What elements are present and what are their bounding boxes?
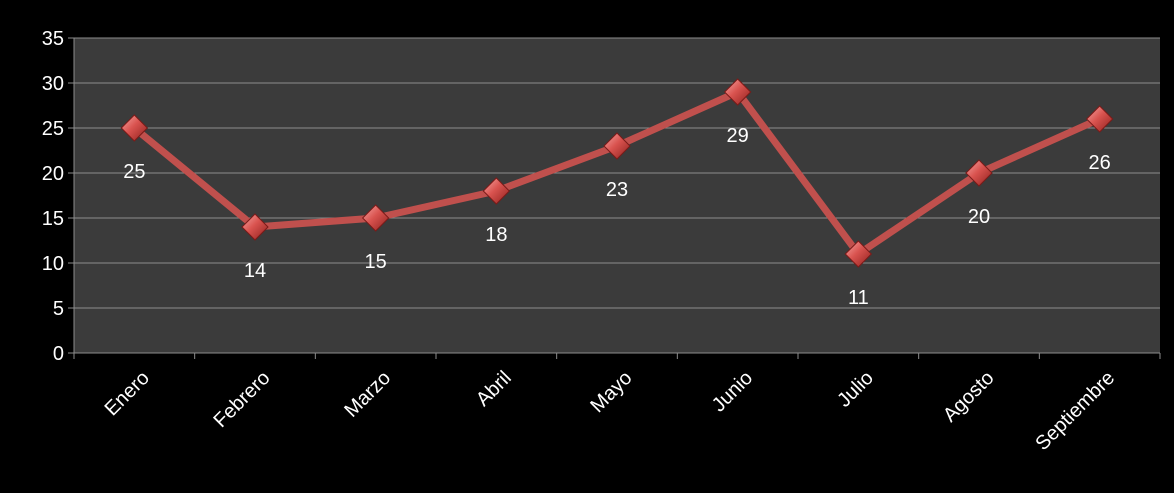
y-tick-label: 15 [42,208,64,230]
data-label: 25 [123,161,145,183]
x-tick-label: Enero [101,367,154,420]
data-label: 18 [485,224,507,246]
data-point-marker [965,159,993,187]
data-point-marker [120,114,149,142]
data-point-marker [241,213,269,241]
x-tick-label: Agosto [939,367,999,427]
y-tick-label: 35 [42,28,64,50]
data-label: 15 [365,251,387,273]
series-markers [120,78,1114,268]
data-labels: 25 14 15 18 23 29 11 20 26 [123,125,1111,309]
data-point-marker [723,78,752,106]
x-tick-label: Febrero [209,367,274,432]
y-tick-label: 25 [42,118,64,140]
x-tick-label: Mayo [586,367,636,417]
x-tick-label: Junio [708,367,757,416]
data-point-marker [361,204,390,232]
y-tick-label: 5 [53,298,64,320]
data-label: 14 [244,260,266,282]
y-tick-labels: 0 5 10 15 20 25 30 35 [42,28,64,365]
data-label: 20 [968,206,990,228]
data-point-marker [603,132,631,160]
data-point-marker [482,177,511,205]
data-label: 29 [727,125,749,147]
data-label: 11 [848,287,869,309]
x-tick-label: Julio [833,367,878,412]
axes [68,37,1161,359]
y-tick-label: 30 [42,73,64,95]
x-tick-label: Septiembre [1031,367,1119,455]
y-tick-label: 10 [42,253,64,275]
x-tick-labels: Enero Febrero Marzo Abril Mayo Junio Julio Agos… [101,367,1120,455]
plot-area [74,38,1160,353]
data-point-marker [844,240,873,268]
data-label: 26 [1089,152,1111,174]
data-label: 23 [606,179,628,201]
data-point-marker [1085,105,1114,133]
x-tick-label: Abril [472,367,516,411]
y-tick-label: 20 [42,163,64,185]
y-tick-label: 0 [53,343,64,365]
x-tick-label: Marzo [340,367,395,422]
